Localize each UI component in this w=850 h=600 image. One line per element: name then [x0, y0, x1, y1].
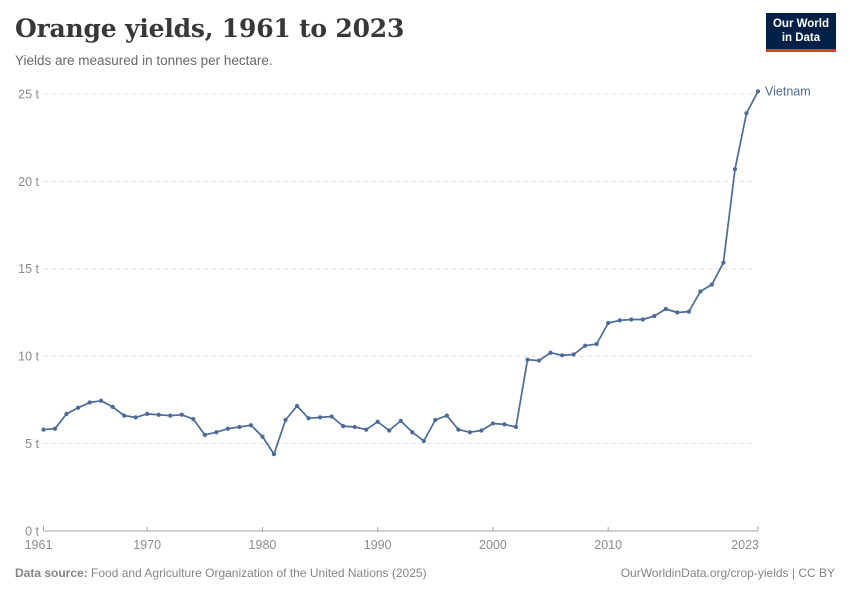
data-point-1971[interactable]	[156, 412, 161, 417]
x-tick-label-2023: 2023	[731, 538, 759, 552]
data-point-2004[interactable]	[536, 358, 542, 363]
data-point-2001[interactable]	[502, 422, 507, 427]
data-point-1995[interactable]	[433, 417, 438, 423]
data-source-label: Data source:	[15, 566, 88, 580]
data-point-1968[interactable]	[122, 413, 127, 418]
data-point-1993[interactable]	[410, 430, 415, 435]
data-point-1975[interactable]	[202, 432, 207, 437]
data-source: Data source: Food and Agriculture Organi…	[15, 566, 427, 580]
data-point-2017[interactable]	[686, 309, 691, 314]
data-point-1990[interactable]	[375, 419, 380, 424]
data-point-1963[interactable]	[64, 411, 69, 416]
data-point-2012[interactable]	[629, 317, 634, 322]
data-point-2020[interactable]	[721, 260, 726, 265]
data-point-2011[interactable]	[617, 318, 622, 323]
owid-logo-line1: Our World	[772, 18, 829, 30]
data-point-2014[interactable]	[652, 313, 657, 319]
data-point-1994[interactable]	[421, 438, 426, 444]
data-point-1983[interactable]	[294, 403, 300, 409]
data-point-2006[interactable]	[559, 353, 565, 358]
data-point-1982[interactable]	[283, 417, 288, 423]
data-point-2003[interactable]	[525, 357, 530, 362]
y-tick-label-15: 15 t	[18, 262, 39, 276]
y-tick-label-10: 10 t	[18, 350, 39, 364]
data-point-1978[interactable]	[237, 424, 242, 430]
data-point-2019[interactable]	[709, 282, 715, 287]
data-source-text: Food and Agriculture Organization of the…	[91, 566, 427, 580]
chart-footer: Data source: Food and Agriculture Organi…	[15, 566, 835, 580]
data-point-1985[interactable]	[317, 415, 323, 420]
data-point-1986[interactable]	[329, 414, 334, 419]
data-point-1976[interactable]	[214, 430, 219, 435]
data-point-1973[interactable]	[179, 412, 184, 417]
data-point-1996[interactable]	[444, 413, 449, 418]
y-tick-label-5: 5 t	[25, 437, 39, 451]
data-point-1967[interactable]	[110, 404, 115, 409]
data-point-1969[interactable]	[133, 415, 138, 420]
y-tick-label-20: 20 t	[18, 175, 39, 189]
data-point-2010[interactable]	[606, 320, 611, 326]
data-point-1970[interactable]	[145, 411, 150, 416]
data-point-1998[interactable]	[467, 430, 472, 435]
data-point-2016[interactable]	[675, 310, 680, 315]
data-point-2013[interactable]	[640, 317, 645, 322]
data-point-2018[interactable]	[698, 289, 703, 294]
y-tick-label-25: 25 t	[18, 87, 39, 101]
data-point-2022[interactable]	[744, 111, 749, 116]
data-point-1962[interactable]	[52, 426, 58, 431]
data-point-1991[interactable]	[387, 428, 392, 433]
data-point-1974[interactable]	[191, 417, 196, 422]
data-point-1988[interactable]	[352, 424, 357, 430]
data-point-2008[interactable]	[583, 343, 588, 348]
series-line-vietnam[interactable]	[42, 90, 759, 455]
data-point-1980[interactable]	[260, 434, 265, 439]
data-point-1989[interactable]	[364, 427, 369, 432]
data-point-1964[interactable]	[75, 405, 81, 410]
chart-title: Orange yields, 1961 to 2023	[15, 14, 405, 43]
data-point-2007[interactable]	[571, 352, 576, 357]
owid-logo-line2: in Data	[781, 31, 821, 44]
data-point-2009[interactable]	[594, 341, 599, 347]
y-tick-label-0: 0 t	[25, 524, 39, 538]
x-tick-label-2000: 2000	[479, 538, 507, 552]
data-point-1999[interactable]	[479, 428, 484, 433]
data-point-1977[interactable]	[225, 426, 230, 431]
chart-subtitle: Yields are measured in tonnes per hectar…	[15, 53, 273, 68]
data-point-2005[interactable]	[548, 350, 553, 355]
x-tick-label-1980: 1980	[249, 538, 277, 552]
data-point-1965[interactable]	[87, 400, 92, 405]
x-tick-label-2010: 2010	[594, 538, 622, 552]
data-point-1966[interactable]	[99, 398, 104, 403]
data-point-1979[interactable]	[248, 423, 254, 428]
data-point-2002[interactable]	[513, 424, 519, 430]
x-tick-label-1970: 1970	[133, 538, 161, 552]
owid-logo[interactable]: Our World in Data	[765, 13, 836, 52]
data-point-1984[interactable]	[306, 416, 311, 421]
data-point-2021[interactable]	[732, 167, 738, 172]
data-point-1992[interactable]	[398, 418, 403, 423]
data-point-1981[interactable]	[271, 451, 277, 457]
data-point-2015[interactable]	[663, 306, 668, 312]
x-tick-label-1990: 1990	[364, 538, 392, 552]
data-point-2000[interactable]	[490, 421, 496, 426]
data-point-1997[interactable]	[456, 427, 461, 432]
footer-link[interactable]: OurWorldinData.org/crop-yields | CC BY	[620, 566, 835, 580]
data-point-1972[interactable]	[168, 413, 173, 418]
data-point-1987[interactable]	[341, 424, 346, 429]
data-point-2023[interactable]	[755, 89, 761, 94]
series-label-vietnam: Vietnam	[765, 84, 811, 98]
x-tick-label-1961: 1961	[25, 538, 53, 552]
data-point-1961[interactable]	[41, 427, 46, 432]
